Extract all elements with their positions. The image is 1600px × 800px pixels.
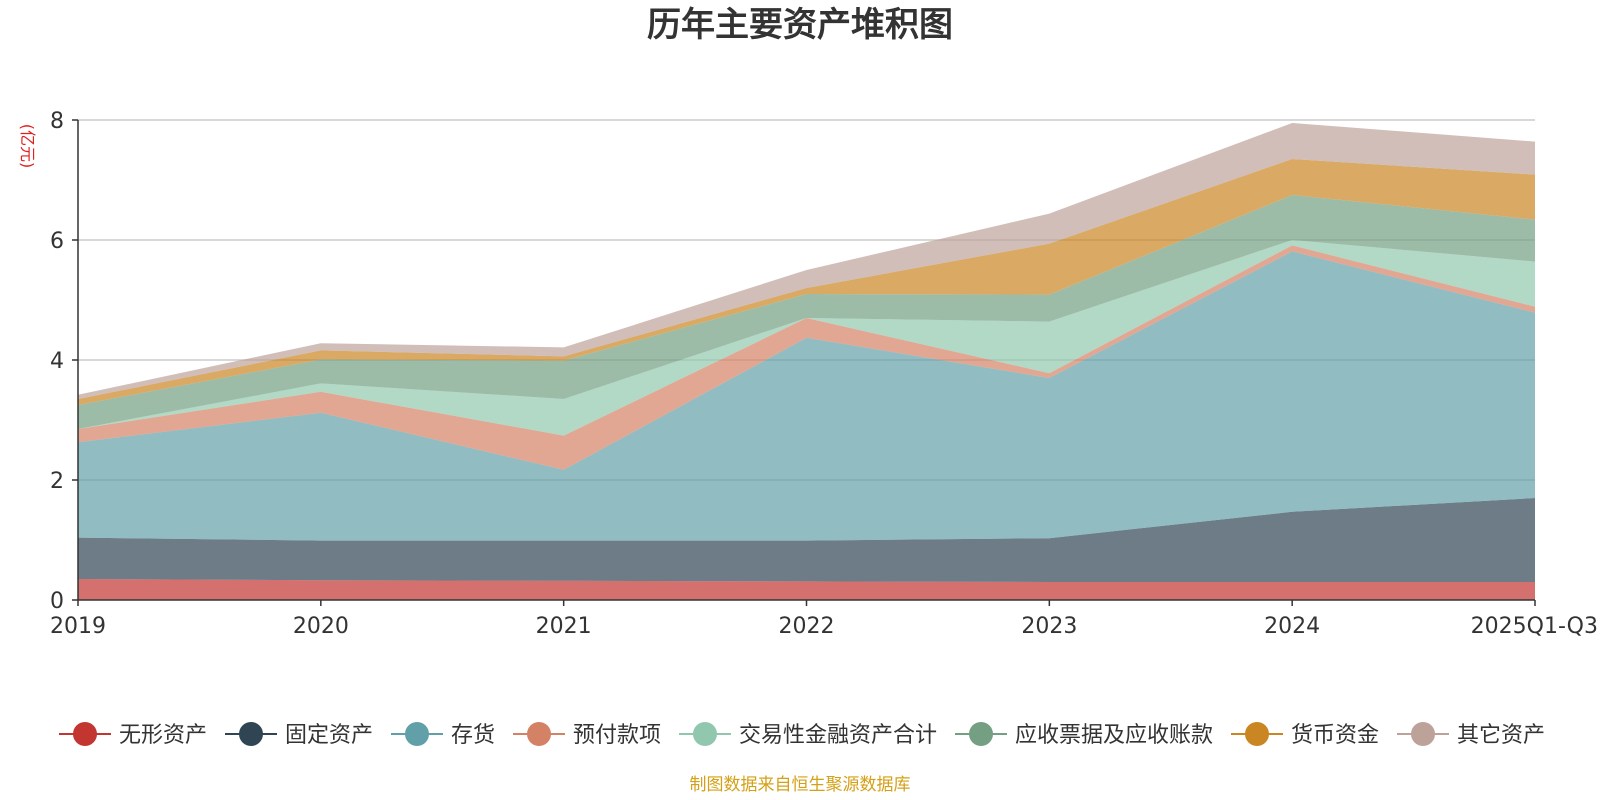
legend-label: 货币资金: [1291, 723, 1379, 748]
area-series-6: [78, 195, 1535, 429]
source-note: 制图数据来自恒生聚源数据库: [690, 775, 911, 795]
legend-item-5: 交易性金融资产合计: [678, 722, 937, 748]
y-axis-unit: (亿元): [18, 124, 37, 169]
legend-marker-dot: [969, 722, 994, 746]
legend-item-7: 货币资金: [1231, 722, 1379, 748]
legend: 无形资产 固定资产 存货 预付款项 交易性金融资产合计 应收票据及应收账款 货币资金 其它资产: [58, 722, 1545, 748]
x-tick-label: 2019: [50, 614, 106, 639]
legend-item-8: 其它资产: [1397, 722, 1545, 748]
y-tick-label: 0: [50, 589, 64, 614]
legend-marker-dot: [238, 722, 263, 746]
x-tick-label: 2021: [536, 614, 592, 639]
legend-label: 固定资产: [285, 723, 373, 748]
legend-marker-dot: [1245, 722, 1270, 746]
axes: 0 2 4 6 8 2019 2020 2021 2022 2023 2024 2025Q1-Q3: [50, 109, 1598, 639]
x-tick-label: 2024: [1264, 614, 1320, 639]
x-tick-label: 2025Q1-Q3: [1471, 614, 1598, 639]
y-tick-label: 2: [50, 469, 64, 494]
legend-item-1: 无形资产: [58, 722, 207, 748]
chart-title: 历年主要资产堆积图: [647, 5, 953, 45]
legend-label: 交易性金融资产合计: [739, 723, 937, 748]
legend-label: 无形资产: [119, 723, 207, 748]
y-tick-label: 6: [50, 229, 64, 254]
x-tick-label: 2023: [1021, 614, 1077, 639]
area-series-7: [78, 159, 1535, 405]
legend-marker-dot: [526, 722, 551, 746]
legend-label: 预付款项: [573, 723, 661, 748]
area-series-3: [78, 251, 1535, 541]
area-series-8: [78, 123, 1535, 399]
legend-label: 应收票据及应收账款: [1015, 723, 1213, 748]
legend-marker-dot: [692, 722, 717, 746]
area-series-1: [78, 579, 1535, 600]
legend-label: 其它资产: [1457, 723, 1545, 748]
area-series: [78, 123, 1535, 600]
legend-item-3: 存货: [390, 722, 495, 748]
legend-item-6: 应收票据及应收账款: [955, 722, 1213, 748]
legend-item-4: 预付款项: [512, 722, 661, 748]
y-tick-label: 4: [50, 349, 64, 374]
legend-marker-dot: [404, 722, 429, 746]
area-series-5: [78, 240, 1535, 436]
legend-label: 存货: [451, 723, 495, 748]
area-series-2: [78, 498, 1535, 582]
x-tick-label: 2022: [779, 614, 835, 639]
legend-marker-dot: [72, 722, 97, 746]
x-tick-label: 2020: [293, 614, 349, 639]
legend-item-2: 固定资产: [224, 722, 373, 748]
legend-marker-dot: [1411, 722, 1436, 746]
y-tick-label: 8: [50, 109, 64, 134]
